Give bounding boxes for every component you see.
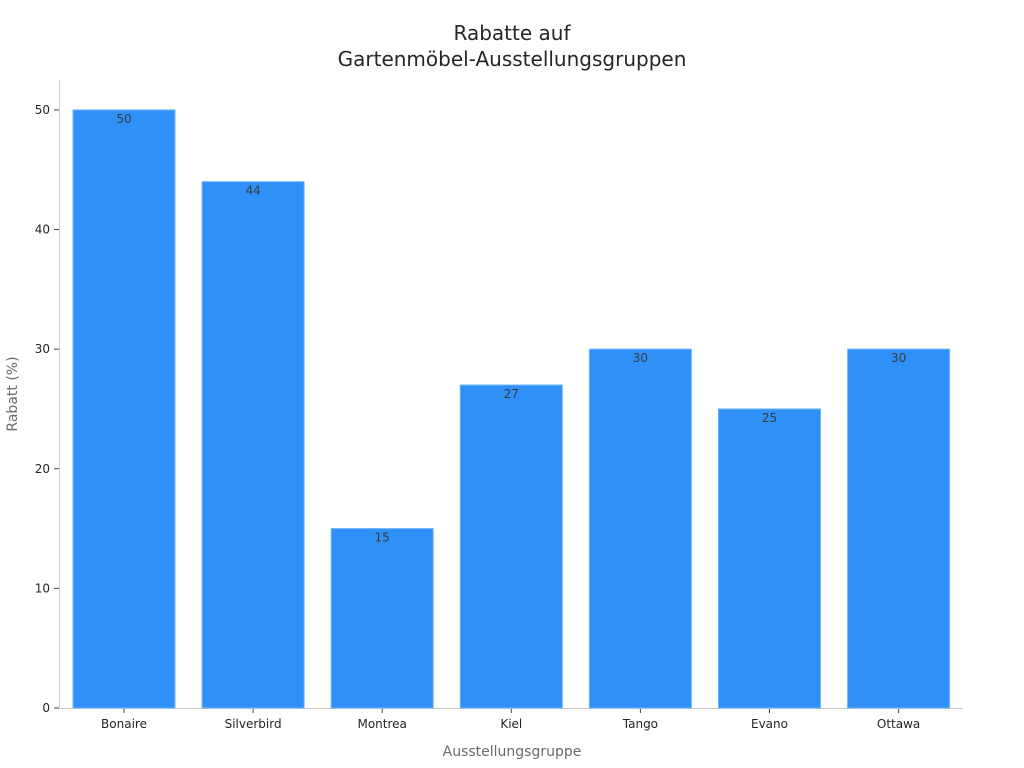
data-label: 25 bbox=[762, 411, 777, 425]
x-axis: Bonaire Silverbird Montrea Kiel Tango Evano Ot… bbox=[59, 708, 963, 731]
bar-tango bbox=[588, 348, 692, 709]
y-ticks: 0 10 20 30 40 50 bbox=[35, 103, 59, 715]
data-labels: 50 44 15 27 30 25 30 bbox=[116, 112, 906, 545]
bar-montrea bbox=[330, 528, 434, 709]
chart-title-line-2: Gartenmöbel-Ausstellungsgruppen bbox=[338, 47, 687, 71]
data-label: 15 bbox=[375, 531, 390, 545]
x-ticks: Bonaire Silverbird Montrea Kiel Tango Evano Ot… bbox=[101, 709, 920, 731]
data-label: 30 bbox=[891, 351, 906, 365]
y-tick-label: 40 bbox=[35, 223, 50, 237]
chart-title-line-1: Rabatte auf bbox=[454, 21, 572, 45]
data-label: 27 bbox=[504, 387, 519, 401]
y-tick-label: 30 bbox=[35, 342, 50, 356]
data-label: 44 bbox=[245, 184, 260, 198]
y-tick-label: 20 bbox=[35, 462, 50, 476]
bar-evano bbox=[718, 408, 821, 709]
bars bbox=[72, 109, 951, 709]
data-label: 50 bbox=[116, 112, 131, 126]
x-tick-label: Silverbird bbox=[225, 717, 282, 731]
x-tick-label: Bonaire bbox=[101, 717, 147, 731]
x-tick-label: Montrea bbox=[357, 717, 406, 731]
bar-silverbird bbox=[201, 181, 305, 709]
bar-kiel bbox=[459, 384, 563, 709]
x-tick-label: Ottawa bbox=[877, 717, 920, 731]
x-tick-label: Tango bbox=[622, 717, 658, 731]
data-label: 30 bbox=[633, 351, 648, 365]
y-tick-label: 10 bbox=[35, 581, 50, 595]
bar-bonaire bbox=[72, 109, 176, 709]
y-axis: 0 10 20 30 40 50 bbox=[35, 80, 60, 715]
x-axis-label: Ausstellungsgruppe bbox=[443, 744, 582, 760]
y-tick-label: 50 bbox=[35, 103, 50, 117]
bar-ottawa bbox=[847, 348, 951, 709]
y-axis-label: Rabatt (%) bbox=[5, 356, 21, 431]
y-tick-label: 0 bbox=[42, 701, 50, 715]
x-tick-label: Evano bbox=[751, 717, 788, 731]
x-tick-label: Kiel bbox=[500, 717, 522, 731]
